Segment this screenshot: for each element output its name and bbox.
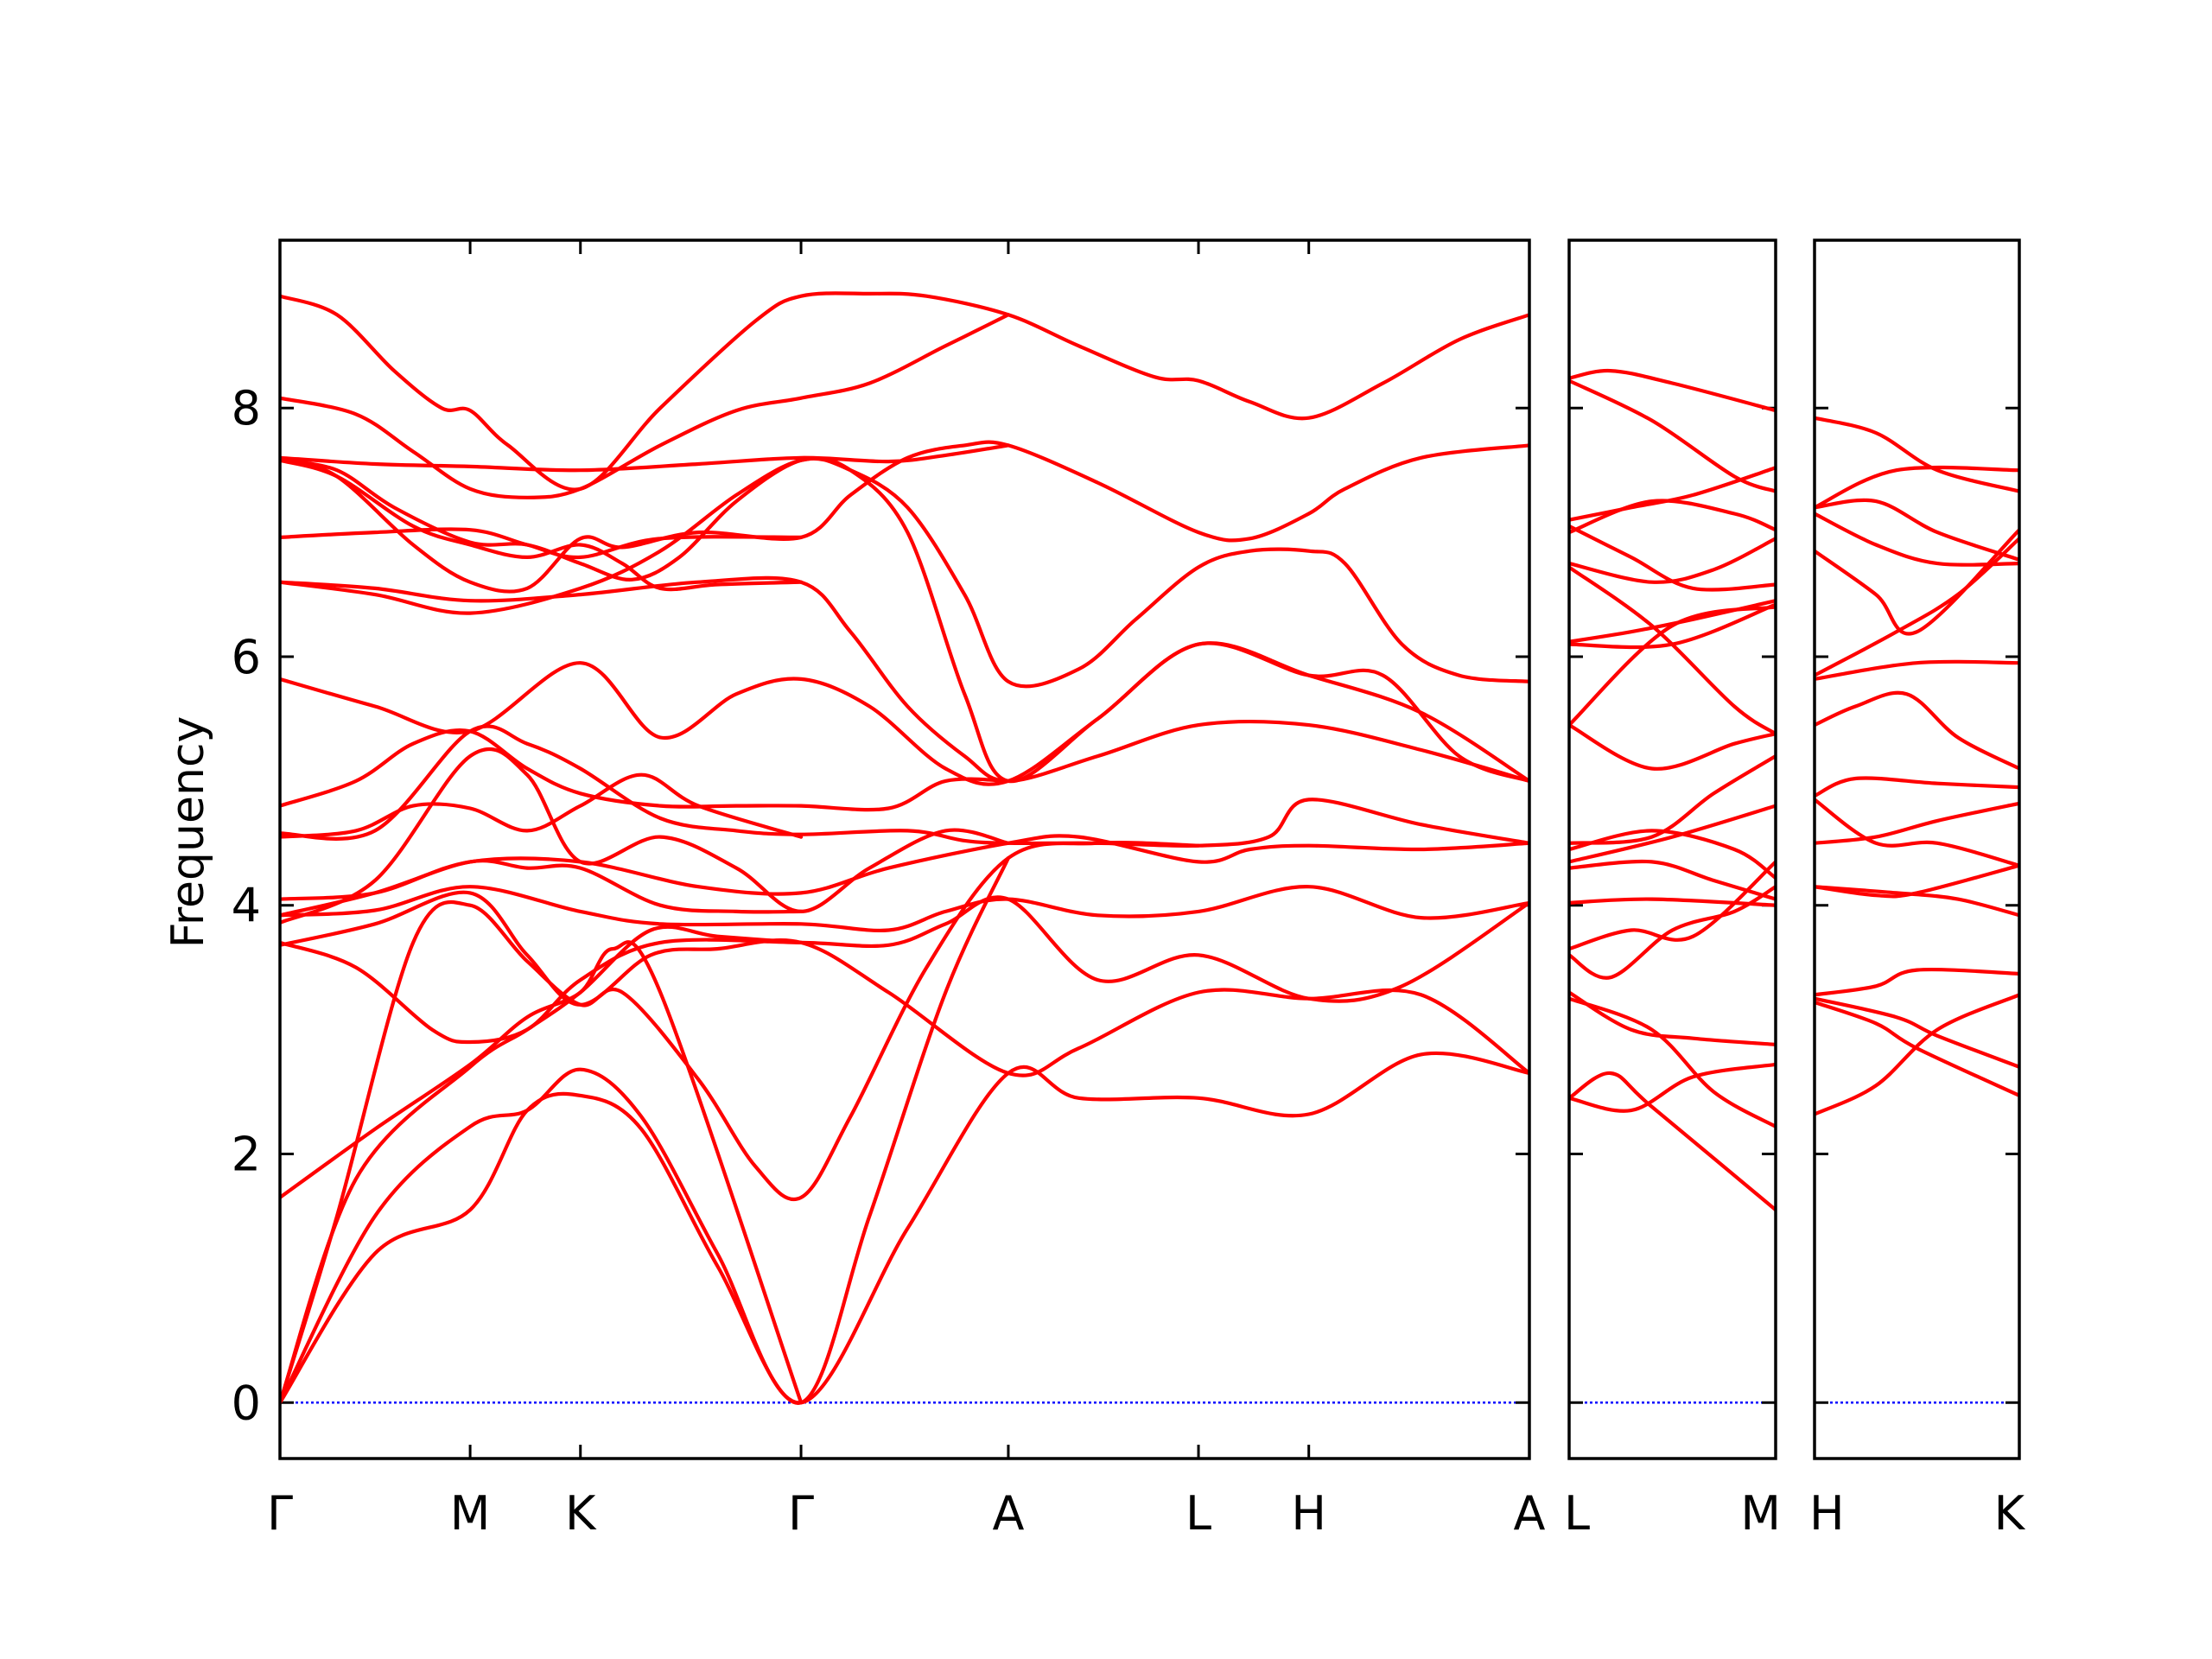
band-line-19 [280, 890, 1529, 1077]
x-tick-label-K: K [565, 1486, 597, 1541]
band-line-17 [280, 885, 1529, 933]
band-line-6 [1569, 537, 1776, 584]
band-line-18 [1569, 885, 1776, 980]
panel-frame [278, 238, 1531, 1460]
y-tick-label-8: 8 [232, 381, 261, 435]
band-line-7 [1815, 659, 2019, 681]
band-line-20 [280, 841, 1201, 1405]
band-line-7 [1569, 565, 1776, 736]
band-line-13 [1569, 804, 1776, 864]
x-tick-label-H: H [1291, 1486, 1326, 1541]
band-line-21 [280, 925, 804, 1405]
band-line-11 [1569, 723, 1776, 771]
band-line-4 [1569, 499, 1776, 535]
band-line-24 [280, 856, 1010, 1405]
x-tick-label-L: L [1564, 1486, 1590, 1541]
x-tick-label-H: H [1809, 1486, 1845, 1541]
band-line-1 [1815, 416, 2019, 493]
band-line-21 [1569, 1071, 1776, 1212]
x-tick-label-M: M [450, 1486, 491, 1541]
band-line-14 [280, 747, 1010, 925]
band-line-6 [280, 527, 804, 560]
x-tick-label-Γ: Γ [788, 1486, 814, 1541]
x-tick-label-L: L [1185, 1486, 1211, 1541]
band-line-10 [280, 641, 1529, 786]
band-line-15 [280, 859, 804, 918]
band-line-3 [1815, 498, 2019, 562]
band-line-11 [1815, 801, 2019, 845]
band-line-14 [1569, 829, 1776, 880]
x-tick-label-K: K [1994, 1486, 2026, 1541]
band-line-1 [1569, 368, 1776, 413]
band-line-4 [280, 456, 1529, 689]
band-line-14 [1815, 967, 2019, 997]
band-line-2 [280, 313, 1010, 499]
band-line-19 [1569, 990, 1776, 1046]
band-line-15 [1815, 996, 2019, 1069]
band-line-3 [280, 443, 1010, 473]
band-line-12 [1815, 885, 2019, 918]
bands [1815, 416, 2019, 1116]
band-line-16 [280, 834, 1529, 901]
y-tick-label-0: 0 [232, 1376, 261, 1430]
band-line-10 [1815, 798, 2019, 868]
band-line-13 [280, 772, 804, 839]
band-line-12 [1569, 754, 1776, 845]
band-line-17 [1569, 860, 1776, 951]
band-line-18 [280, 895, 1529, 1045]
x-tick-label-A: A [1514, 1486, 1546, 1541]
panel-frame [1813, 238, 2021, 1460]
y-axis-label: Frequency [162, 716, 214, 949]
x-tick-label-A: A [992, 1486, 1024, 1541]
x-tick-label-M: M [1740, 1486, 1781, 1541]
band-line-22 [1569, 1062, 1776, 1113]
band-line-17 [1815, 993, 2019, 1116]
x-tick-label-Γ: Γ [267, 1486, 293, 1541]
band-line-12 [280, 724, 1529, 849]
band-line-10 [1569, 605, 1776, 728]
band-line-2 [1569, 378, 1776, 493]
band-line-22 [280, 940, 804, 1405]
y-tick-label-4: 4 [232, 879, 261, 933]
band-line-16 [1815, 1000, 2019, 1097]
band-line-13 [1815, 863, 2019, 899]
band-line-5 [1569, 524, 1776, 592]
band-line-8 [1815, 690, 2019, 771]
band-line-2 [1815, 465, 2019, 510]
band-line-8 [1569, 599, 1776, 644]
band-line-5 [1815, 528, 2019, 636]
panel-frame [1567, 238, 1777, 1460]
band-line-11 [280, 728, 1010, 812]
band-line-3 [1569, 466, 1776, 522]
bands [1569, 368, 1776, 1212]
bands [280, 291, 1529, 1405]
band-line-9 [1815, 776, 2019, 798]
band-line-1 [280, 291, 1529, 492]
band-line-6 [1815, 537, 2019, 677]
y-tick-label-6: 6 [232, 630, 261, 684]
band-line-9 [280, 458, 804, 592]
panel-1: Γ M K Γ A L H A 0 2 4 6 8 [232, 238, 1546, 1541]
band-line-9 [1569, 602, 1776, 650]
band-line-5 [280, 440, 1529, 594]
band-line-20 [1569, 996, 1776, 1128]
y-tick-label-2: 2 [232, 1128, 261, 1182]
band-line-7 [280, 575, 1529, 783]
